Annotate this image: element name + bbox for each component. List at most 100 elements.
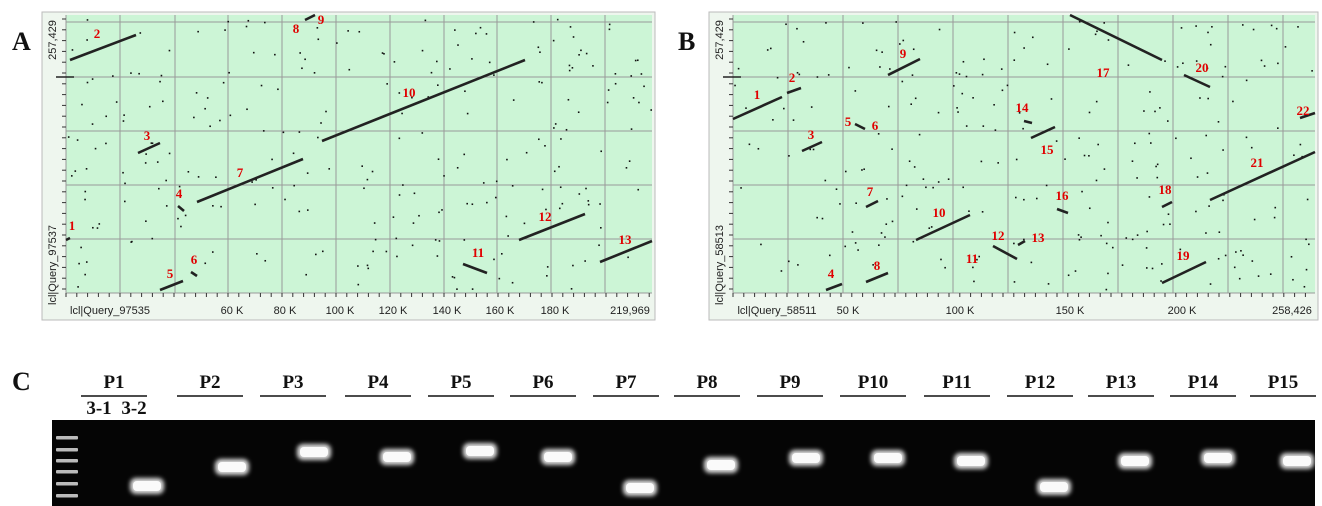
dot	[627, 257, 629, 259]
dot	[1308, 243, 1310, 245]
dot	[1013, 59, 1015, 61]
panel-letter: B	[678, 27, 695, 56]
dot	[1161, 263, 1163, 265]
dot	[84, 274, 86, 276]
dot	[317, 27, 319, 29]
dot	[86, 39, 88, 41]
segment-label: 5	[845, 114, 852, 129]
dot	[538, 46, 540, 48]
dot	[418, 215, 420, 217]
dot	[456, 288, 458, 290]
segment-label: 8	[293, 21, 300, 36]
dot	[413, 222, 415, 224]
dot	[626, 167, 628, 169]
dot	[1239, 278, 1241, 280]
dot	[772, 119, 774, 121]
dot	[1306, 269, 1308, 271]
dot	[641, 73, 643, 75]
dot	[940, 259, 942, 261]
dot	[822, 218, 824, 220]
dot	[1159, 107, 1161, 109]
dot	[599, 203, 601, 205]
dot	[463, 154, 465, 156]
dot	[305, 274, 307, 276]
dot	[558, 166, 560, 168]
dot	[609, 29, 611, 31]
ladder-band	[56, 436, 78, 440]
segment-label: 17	[1097, 65, 1111, 80]
dot	[1246, 80, 1248, 82]
dot	[454, 29, 456, 31]
dot	[256, 253, 258, 255]
dot	[760, 244, 762, 246]
dot	[1125, 237, 1127, 239]
dot	[105, 115, 107, 117]
dot	[293, 185, 295, 187]
ladder-band	[56, 470, 78, 474]
dot	[1169, 223, 1171, 225]
dot	[188, 171, 190, 173]
dot	[1190, 157, 1192, 159]
dot	[248, 20, 250, 22]
dot	[367, 179, 369, 181]
dot	[638, 102, 640, 104]
dot	[572, 265, 574, 267]
dot	[608, 89, 610, 91]
dot	[215, 176, 217, 178]
segment-label: 4	[828, 266, 835, 281]
dot	[358, 31, 360, 33]
dot	[569, 65, 571, 67]
dot	[524, 223, 526, 225]
x-tick-label: 50 K	[837, 305, 860, 317]
dot	[414, 193, 416, 195]
dot	[438, 212, 440, 214]
segment-label: 12	[539, 209, 552, 224]
dot	[299, 131, 301, 133]
dot	[749, 144, 751, 146]
dot	[1199, 97, 1201, 99]
dot	[92, 123, 94, 125]
dot	[848, 67, 850, 69]
dot	[1104, 168, 1106, 170]
dot	[452, 276, 454, 278]
dot	[1155, 166, 1157, 168]
dot	[878, 244, 880, 246]
dot	[439, 240, 441, 242]
dot	[781, 270, 783, 272]
dot	[71, 175, 73, 177]
dot	[1304, 286, 1306, 288]
lane-label: P1	[103, 372, 124, 393]
dot	[298, 211, 300, 213]
dot	[317, 137, 319, 139]
band	[1204, 453, 1232, 463]
dot	[185, 215, 187, 217]
dot	[80, 247, 82, 249]
dot	[891, 148, 893, 150]
dot	[1152, 268, 1154, 270]
dot	[336, 42, 338, 44]
dot	[212, 205, 214, 207]
dot	[1106, 289, 1108, 291]
dot	[580, 50, 582, 52]
dot	[568, 99, 570, 101]
dot	[1167, 120, 1169, 122]
dot	[501, 253, 503, 255]
dot	[1168, 213, 1170, 215]
dot	[855, 90, 857, 92]
ladder-band	[56, 448, 78, 452]
dot	[932, 187, 934, 189]
band	[300, 447, 328, 457]
dot	[315, 254, 317, 256]
dot	[246, 26, 248, 28]
dot	[925, 187, 927, 189]
x-tick-label: 150 K	[1056, 305, 1085, 317]
dot	[745, 107, 747, 109]
dot	[169, 153, 171, 155]
band	[383, 452, 411, 462]
dot	[347, 30, 349, 32]
dot	[372, 251, 374, 253]
dot	[1251, 147, 1253, 149]
dot	[587, 200, 589, 202]
dot	[112, 75, 114, 77]
dot	[861, 169, 863, 171]
